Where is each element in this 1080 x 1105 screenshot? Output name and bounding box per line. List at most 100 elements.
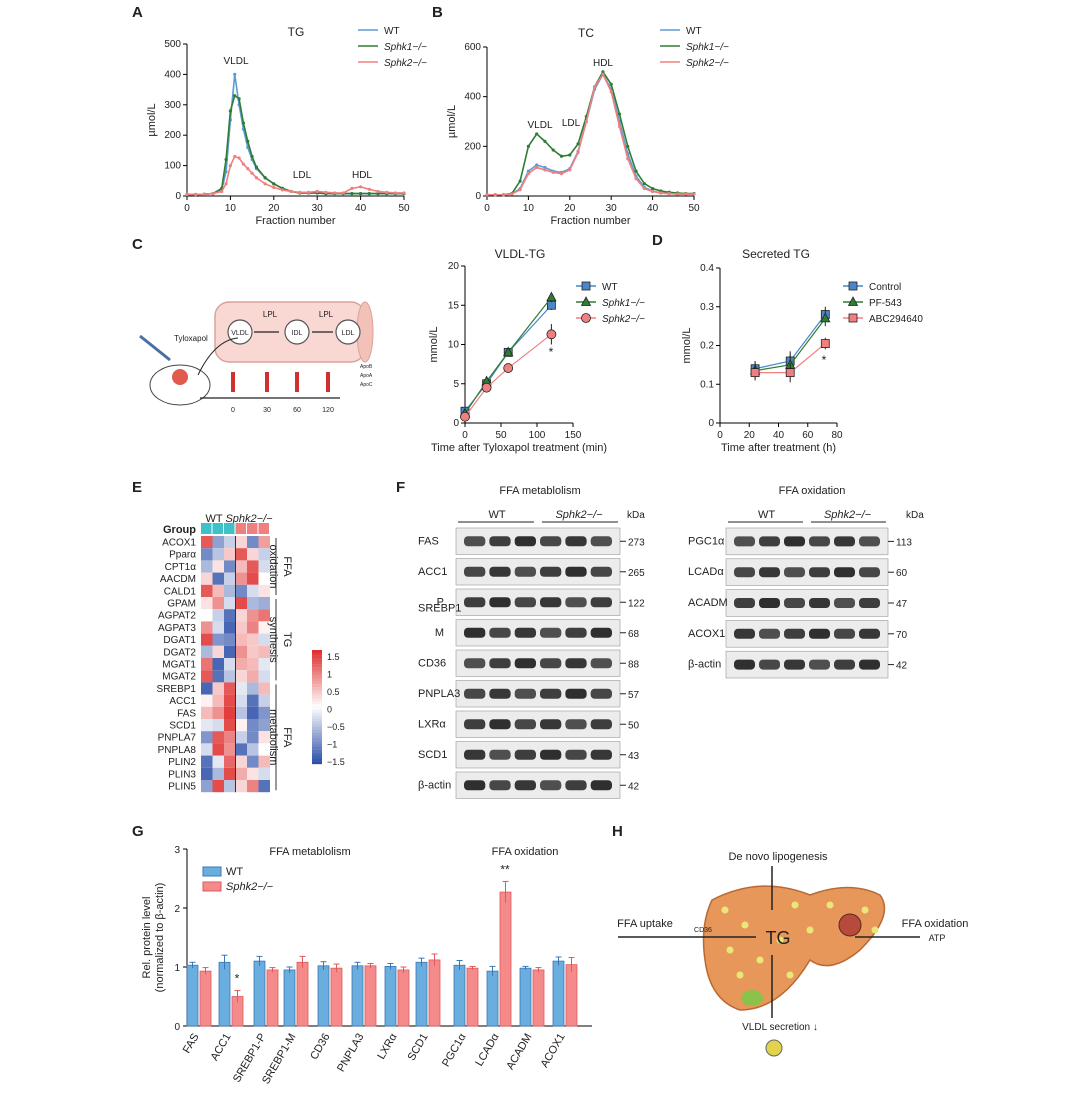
category-label-g: FAS [181,1032,202,1056]
bar-wt [486,970,499,1027]
blot-left-band [489,749,511,760]
heatmap-cell [247,572,259,585]
blot-left-band [464,627,486,638]
chart-title-A: TG [288,25,305,39]
colorscale-segment [312,669,322,673]
heatmap-cell [258,560,270,573]
heatmap-category-label-2: synthesis [267,617,279,663]
bar-sphk2 [296,961,309,1027]
colorscale-segment [312,744,322,748]
data-point-A [254,176,259,180]
colorscale-segment [312,672,322,676]
bar-wt [415,961,428,1027]
lipid-droplet-icon [826,901,834,909]
legend-label-D: ABC294640 [869,314,923,325]
y-tick-label-B: 200 [464,141,481,152]
blot-left-band [565,719,587,730]
bar-wt [519,967,532,1027]
timepoint-label: 120 [322,407,334,414]
lipid-droplet-icon [721,906,729,914]
heatmap-row-label: SCD1 [169,721,196,732]
data-point-A [185,192,189,197]
heatmap-cell [235,645,247,658]
blot-left-band [590,627,612,638]
colorscale-segment [312,658,322,662]
legend-marker-D [848,313,858,323]
blot-right-kda-label: 47 [896,599,908,610]
blot-left-band-label: SCD1 [418,749,447,761]
data-point-B [576,142,580,146]
heatmap-row-label: AGPAT2 [158,611,196,622]
heatmap-cell [224,719,236,732]
heatmap-cell [235,767,247,780]
chart-title-B: TC [578,26,594,40]
heatmap-cell [235,658,247,671]
data-point-B [535,132,539,136]
blot-left-band [565,780,587,791]
heatmap-cell [258,645,270,658]
heatmap-cell [247,548,259,561]
data-point-B [551,170,555,175]
category-label-g: ACOX1 [539,1032,568,1070]
heatmap-cell [258,670,270,683]
blot-right-band [859,567,880,578]
heatmap-cell [247,731,259,744]
heatmap-cell [201,719,213,732]
heatmap-group-cell [201,523,212,534]
heatmap-cell [247,719,259,732]
data-point-C [546,329,557,340]
data-point-B [675,192,680,196]
category-label-g: ACADM [504,1032,534,1072]
heatmap-group-cell [235,523,246,534]
heatmap-cell [224,731,236,744]
colorscale-segment [312,661,322,665]
blot-left-band [489,719,511,730]
heatmap-row-label: ACOX1 [162,538,196,549]
heatmap-cell [258,584,270,597]
data-point-A [233,72,237,76]
data-point-A [263,176,267,180]
bar-wt [253,960,266,1027]
series-line-B [487,72,694,196]
heatmap-cell [235,755,247,768]
heatmap-cell [212,597,224,610]
heatmap-cell [224,694,236,707]
heatmap-cell [235,743,247,756]
data-point-B [568,168,572,172]
heatmap-group-cell [224,523,235,534]
heatmap-row-label: GPAM [167,599,196,610]
category-label-g: ACC1 [209,1032,234,1063]
y-tick-label-g: 1 [174,963,180,974]
y-tick-label-C: 10 [448,340,460,351]
blot-left-band-label: PNPLA3 [418,688,460,700]
heatmap-row-label: PNPLA8 [158,745,197,756]
data-point-A [224,170,228,174]
data-point-B [576,150,580,155]
data-point-A [402,191,406,195]
heatmap-cell [247,706,259,719]
heatmap-cell [224,584,236,597]
heatmap-cell [247,584,259,597]
syringe-icon [139,334,171,362]
blot-left-band [590,749,612,760]
heatmap-cell [201,609,213,622]
heatmap-cell [201,731,213,744]
blot-left-band [565,597,587,608]
heatmap-category-label: TG [281,632,293,647]
heatmap-row-label: Pparα [169,550,196,561]
heatmap-cell [212,645,224,658]
blot-left-band [540,719,562,730]
blood-tube-icon [326,372,330,392]
heatmap-cell [247,658,259,671]
blot-right-band [809,628,830,639]
blot-right-band [809,659,830,670]
x-axis-label-A: Fraction number [255,215,335,227]
colorscale-segment [312,695,322,699]
heatmap-cell [212,584,224,597]
heatmap-cell [258,694,270,707]
heatmap-row-label: PLIN5 [168,782,196,793]
x-tick-label-C: 50 [495,430,507,441]
bar-sphk2 [565,964,578,1027]
heatmap-cell [258,536,270,549]
heatmap-cell [247,536,259,549]
